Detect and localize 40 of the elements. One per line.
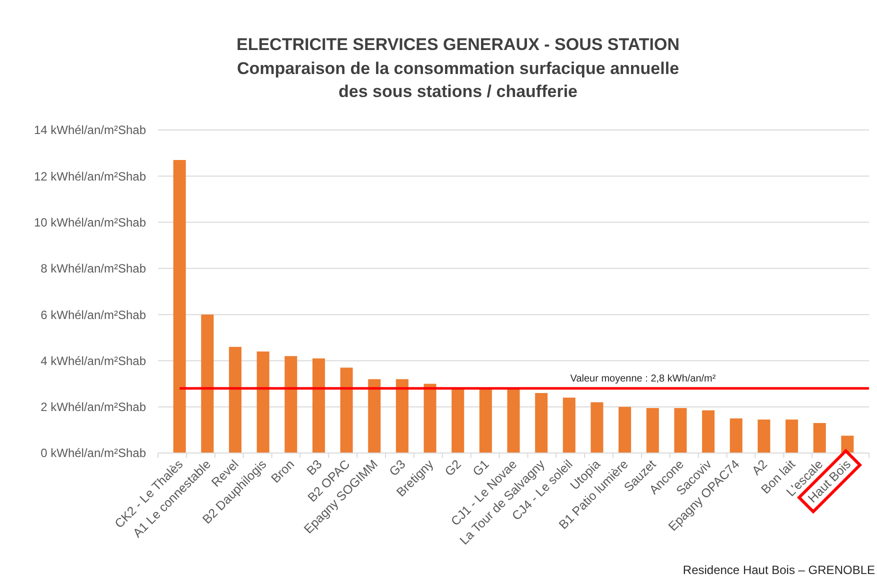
ref-line-label: Valeur moyenne : 2,8 kWh/an/m²: [570, 373, 716, 384]
bar: [173, 160, 186, 453]
bar: [507, 388, 520, 453]
x-tick-label: B3: [304, 457, 325, 478]
bar: [841, 436, 854, 453]
x-tick-label: A2: [749, 457, 770, 478]
bar: [479, 388, 492, 453]
y-tick-label: 14 kWhél/an/m²Shab: [34, 123, 146, 138]
x-tick-label: G2: [442, 457, 464, 479]
y-tick-label: 0 kWhél/an/m²Shab: [40, 446, 146, 460]
y-tick-label: 2 kWhél/an/m²Shab: [40, 400, 146, 414]
chart-title: ELECTRICITE SERVICES GENERAUX - SOUS STATION: [236, 35, 680, 54]
bar: [201, 314, 214, 453]
bar: [646, 408, 659, 453]
y-tick-label: 8 kWhél/an/m²Shab: [40, 262, 146, 276]
y-tick-label: 10 kWhél/an/m²Shab: [34, 215, 146, 230]
bar: [813, 423, 826, 453]
bar: [256, 351, 270, 453]
bar: [535, 393, 548, 453]
y-tick-label: 6 kWhél/an/m²Shab: [40, 308, 146, 322]
bar: [452, 388, 464, 453]
y-tick-label: 4 kWhél/an/m²Shab: [40, 354, 146, 368]
bar: [312, 358, 325, 453]
bar: [284, 356, 298, 453]
y-tick-label: 12 kWhél/an/m²Shab: [34, 169, 146, 184]
bar: [228, 346, 242, 453]
bar: [340, 368, 353, 453]
bar: [368, 379, 381, 453]
bar: [786, 420, 798, 453]
chart-subtitle: Comparaison de la consommation surfacique annuelle des sous stations / chaufferie: [236, 59, 680, 101]
bar: [562, 398, 576, 453]
bar: [758, 420, 770, 453]
bar: [424, 384, 436, 453]
bar: [590, 402, 604, 453]
bar: [674, 408, 687, 453]
bar: [702, 410, 715, 453]
bar: [396, 379, 408, 453]
bar: [730, 418, 742, 453]
bar: [618, 406, 632, 453]
text: Residence Haut Bois – GRENOBLE: [682, 563, 875, 577]
